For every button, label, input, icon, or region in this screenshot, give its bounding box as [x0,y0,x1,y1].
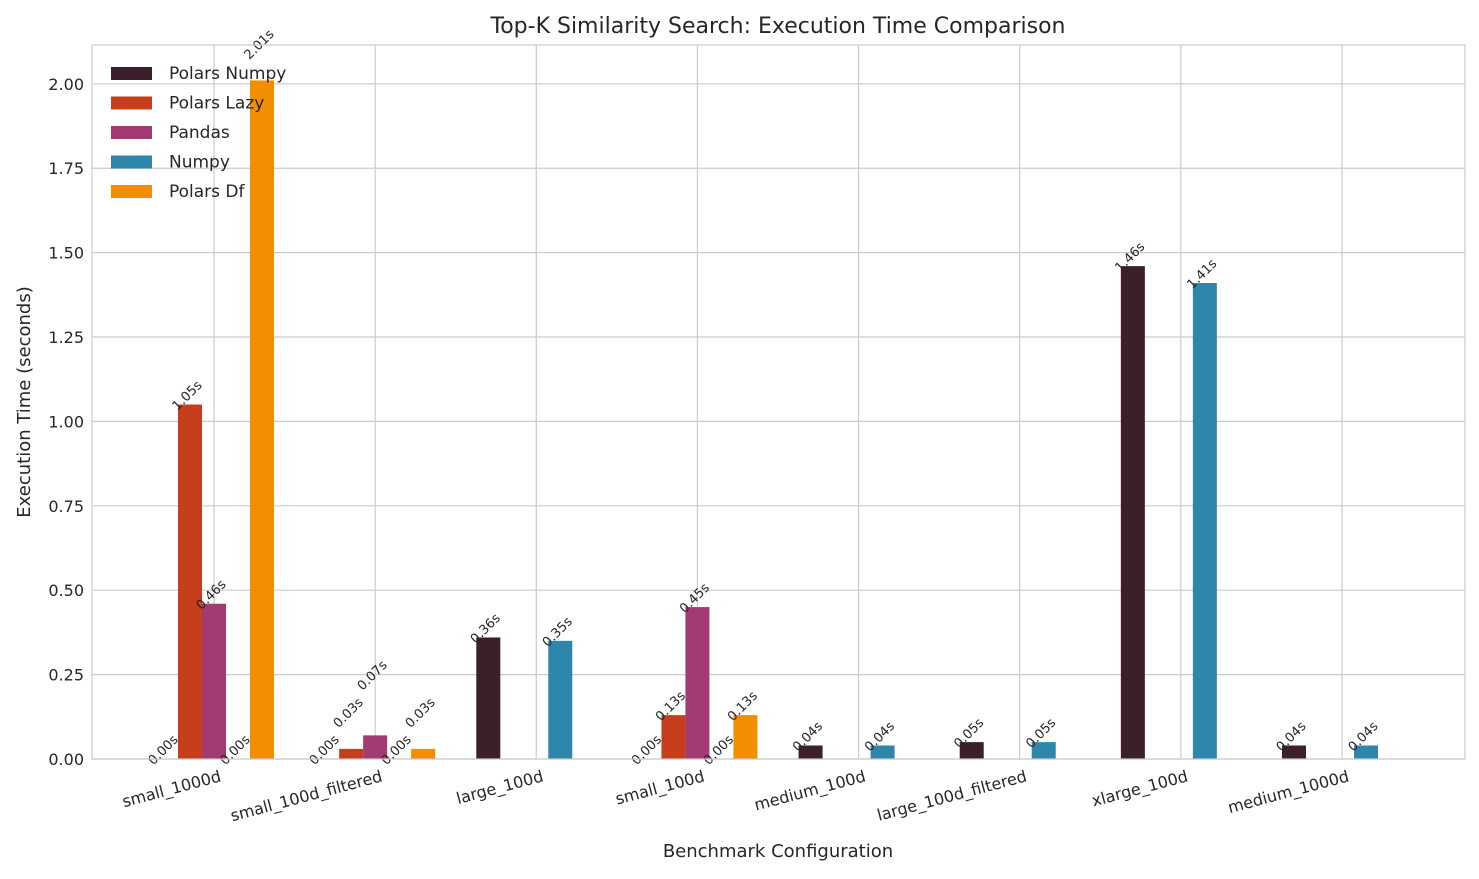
y-tick-label: 1.25 [48,328,84,347]
bar [548,640,573,759]
data-label: 0.03s [331,695,367,731]
legend-label: Pandas [169,123,230,143]
x-tick-label: small_1000d [120,767,223,813]
bar [363,735,388,759]
legend-label: Polars Lazy [169,94,264,114]
y-tick-label: 0.00 [48,750,84,769]
y-tick-label: 2.00 [48,75,84,94]
bar [1031,742,1056,759]
plot-frame [91,44,1466,760]
bar [685,607,710,759]
legend-swatch [111,67,152,80]
bar [733,715,758,759]
bar [870,745,895,759]
y-tick-label: 0.25 [48,666,84,685]
x-tick-label: small_100d_filtered [228,767,384,827]
y-axis-label: Execution Time (seconds) [14,286,35,517]
y-tick-label: 0.50 [48,581,84,600]
data-label: 0.00s [629,732,665,768]
bar [959,742,984,759]
bar [798,745,823,759]
y-tick-label: 1.00 [48,412,84,431]
bar [1120,266,1145,759]
legend-label: Numpy [169,153,230,173]
bar [250,80,274,760]
x-tick-label: medium_1000d [1226,767,1352,819]
legend-swatch [111,185,152,198]
legend-swatch [111,96,152,110]
x-tick-label: xlarge_100d [1090,767,1191,812]
x-tick-label: medium_100d [752,767,868,816]
legend-label: Polars Numpy [169,64,286,84]
x-tick-label: large_100d [454,767,545,809]
data-label: 0.00s [307,732,343,768]
data-label: 0.07s [355,658,391,694]
bar [1354,745,1378,759]
legend-label: Polars Df [169,182,246,202]
x-axis-label: Benchmark Configuration [663,841,893,862]
bar [661,715,686,759]
bar [476,637,501,759]
y-tick-label: 1.75 [48,159,84,178]
bar [1192,283,1217,759]
y-tick-label: 0.75 [48,497,84,516]
x-tick-label: large_100d_filtered [875,767,1029,826]
data-label: 0.03s [403,695,439,731]
legend-swatch [111,126,152,139]
legend-swatch [111,155,152,169]
chart-title: Top-K Similarity Search: Execution Time … [490,14,1066,39]
x-tick-label: small_100d [613,767,706,810]
legend: Polars Numpy Polars Lazy Pandas Numpy Polars… [111,64,286,202]
bar [202,603,226,759]
bar [339,748,364,759]
data-label: 0.00s [146,732,182,768]
bar [178,404,202,759]
y-tick-label: 1.50 [48,244,84,263]
bar [1282,745,1306,759]
bar [411,748,436,759]
